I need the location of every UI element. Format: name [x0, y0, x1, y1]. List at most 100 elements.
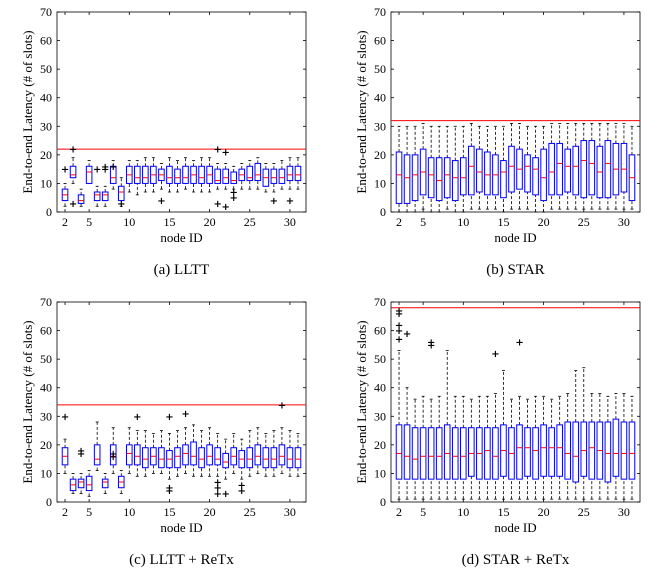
- outlier: +: [213, 483, 221, 494]
- box: [604, 421, 612, 483]
- box: [564, 148, 572, 193]
- x-tick-label: 2: [62, 215, 68, 229]
- y-tick-label: 10: [40, 176, 52, 190]
- x-tick-label: 25: [578, 505, 590, 519]
- box: [459, 157, 467, 196]
- x-tick-label: 25: [578, 215, 590, 229]
- y-axis-label: End-to-end Latency (# of slots): [20, 320, 35, 483]
- box: [246, 447, 254, 469]
- box: [540, 424, 547, 477]
- x-tick-label: 20: [204, 505, 216, 519]
- box: [508, 145, 515, 193]
- box: [580, 421, 588, 477]
- box: [427, 427, 435, 480]
- box: [411, 154, 419, 202]
- box: [403, 154, 411, 204]
- y-tick-label: 40: [40, 91, 52, 105]
- outlier: +: [213, 145, 221, 156]
- outlier: +: [238, 486, 246, 497]
- outlier: +: [117, 199, 125, 210]
- y-axis-label: End-to-end Latency (# of slots): [354, 320, 369, 483]
- box: [278, 444, 286, 466]
- box: [222, 168, 229, 184]
- box: [451, 160, 459, 202]
- x-tick-label: 15: [163, 505, 175, 519]
- x-tick-label: 10: [123, 505, 135, 519]
- outlier: +: [165, 483, 173, 494]
- y-tick-label: 50: [374, 62, 386, 76]
- x-tick-label: 10: [457, 215, 469, 229]
- box: [270, 168, 278, 184]
- box: [435, 427, 443, 480]
- y-tick-label: 60: [40, 324, 52, 338]
- outlier: +: [491, 349, 499, 360]
- box: [294, 447, 302, 469]
- box: [230, 171, 238, 184]
- box: [270, 447, 278, 469]
- box: [158, 447, 165, 469]
- y-tick-label: 60: [40, 34, 52, 48]
- y-tick-label: 0: [46, 205, 52, 219]
- outlier: +: [221, 148, 229, 159]
- y-tick-label: 30: [374, 119, 386, 133]
- x-tick-label: 30: [284, 505, 296, 519]
- box: [524, 427, 531, 477]
- outlier: +: [157, 196, 165, 207]
- box: [556, 424, 563, 477]
- x-tick-label: 25: [244, 505, 256, 519]
- y-tick-label: 70: [40, 295, 52, 309]
- plot-frame: [56, 11, 307, 213]
- y-tick-label: 40: [374, 91, 386, 105]
- box: [564, 421, 572, 480]
- box: [427, 157, 435, 199]
- box: [214, 168, 221, 184]
- outlier: +: [133, 412, 141, 423]
- box: [572, 145, 580, 196]
- plot-frame: [56, 301, 307, 503]
- outlier: +: [395, 309, 403, 320]
- box: [572, 421, 580, 483]
- x-tick-label: 10: [123, 215, 135, 229]
- box: [142, 165, 149, 184]
- outlier: +: [61, 165, 69, 176]
- outlier: +: [93, 165, 101, 176]
- x-tick-label: 2: [396, 505, 402, 519]
- box: [142, 447, 149, 469]
- outlier: +: [213, 199, 221, 210]
- box: [588, 140, 596, 196]
- box: [476, 148, 483, 193]
- box: [190, 441, 197, 466]
- box: [435, 157, 443, 202]
- y-tick-label: 50: [374, 352, 386, 366]
- y-tick-label: 70: [374, 295, 386, 309]
- box: [286, 165, 294, 182]
- box: [580, 140, 588, 199]
- outlier: +: [270, 196, 278, 207]
- y-tick-label: 60: [374, 324, 386, 338]
- box: [620, 421, 628, 480]
- y-tick-label: 0: [380, 205, 386, 219]
- box: [411, 427, 419, 480]
- outlier: +: [109, 449, 117, 460]
- y-tick-label: 20: [40, 438, 52, 452]
- y-tick-label: 0: [380, 495, 386, 509]
- x-tick-label: 15: [497, 215, 509, 229]
- box: [93, 191, 101, 202]
- y-tick-label: 20: [40, 148, 52, 162]
- box: [459, 427, 467, 480]
- outlier: +: [69, 145, 77, 156]
- x-axis-label: node ID: [160, 230, 202, 245]
- box: [166, 165, 173, 184]
- x-axis-label: node ID: [494, 520, 536, 535]
- box: [548, 142, 555, 196]
- box: [294, 165, 302, 182]
- outlier: +: [165, 412, 173, 423]
- x-tick-label: 30: [284, 215, 296, 229]
- box: [588, 421, 596, 480]
- box: [134, 444, 141, 466]
- box: [101, 478, 109, 489]
- box: [468, 145, 475, 196]
- y-tick-label: 10: [374, 466, 386, 480]
- box: [492, 427, 499, 480]
